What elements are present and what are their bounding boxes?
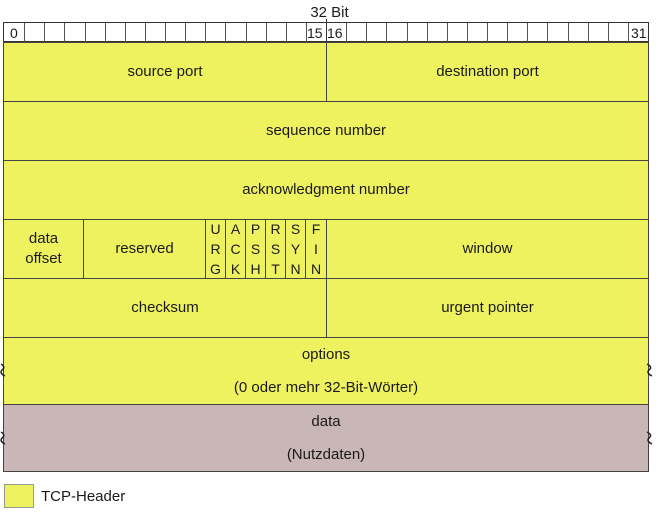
bit-tick xyxy=(145,23,146,42)
syn-flag: S Y N xyxy=(285,219,306,279)
urg-flag: U R G xyxy=(205,219,226,279)
window-label: window xyxy=(462,240,513,257)
data-label: data xyxy=(311,412,341,430)
urg-letter-3: G xyxy=(210,261,221,277)
bit-tick xyxy=(386,23,387,42)
ack-letter-1: A xyxy=(230,221,241,237)
sequence-number-label: sequence number xyxy=(265,122,387,139)
rst-letter-3: T xyxy=(271,261,280,277)
bit-number-15: 15 xyxy=(307,25,323,41)
bit-tick xyxy=(608,23,609,42)
break-marker-options-right xyxy=(646,363,653,377)
checksum-label: checksum xyxy=(131,299,199,316)
rst-letter-1: R xyxy=(270,221,281,237)
bit-tick xyxy=(507,23,508,42)
bit-tick xyxy=(427,23,428,42)
bit-tick xyxy=(467,23,468,42)
bit-ruler: 0 15 16 31 xyxy=(3,19,649,42)
bit-tick xyxy=(286,23,287,42)
break-marker-data-right xyxy=(646,431,653,445)
bit-tick xyxy=(346,23,347,42)
bit-tick xyxy=(407,23,408,42)
diagram-title: 32 Bit xyxy=(310,4,349,21)
rst-letter-2: S xyxy=(270,241,281,257)
psh-letter-1: P xyxy=(250,221,261,237)
fin-letter-3: N xyxy=(310,261,322,277)
psh-letter-2: S xyxy=(250,241,261,257)
bit-tick xyxy=(205,23,206,42)
bit-tick xyxy=(366,23,367,42)
bit-number-16: 16 xyxy=(327,25,343,41)
bit-tick xyxy=(24,23,25,42)
bit-tick xyxy=(165,23,166,42)
urg-letter-2: R xyxy=(210,241,221,257)
bit-tick xyxy=(588,23,589,42)
data-offset-field: data offset xyxy=(3,219,84,279)
rst-flag: R S T xyxy=(265,219,286,279)
source-port-field: source port xyxy=(3,42,327,102)
bit-tick xyxy=(44,23,45,42)
bit-tick xyxy=(306,23,307,42)
ack-flag: A C K xyxy=(225,219,246,279)
urgent-pointer-field: urgent pointer xyxy=(326,278,649,338)
bit-tick xyxy=(527,23,528,42)
legend-swatch xyxy=(4,484,34,508)
bit-tick xyxy=(125,23,126,42)
bit-number-0: 0 xyxy=(10,25,18,41)
psh-letter-3: H xyxy=(250,261,261,277)
data-offset-label-line1: data xyxy=(28,230,59,247)
bit-tick xyxy=(225,23,226,42)
fin-letter-1: F xyxy=(311,221,321,237)
bit-tick xyxy=(266,23,267,42)
bit-tick xyxy=(487,23,488,42)
bit-tick xyxy=(185,23,186,42)
bit-tick xyxy=(547,23,548,42)
reserved-label: reserved xyxy=(115,240,174,257)
acknowledgment-number-field: acknowledgment number xyxy=(3,160,649,220)
checksum-field: checksum xyxy=(3,278,327,338)
window-field: window xyxy=(326,219,649,279)
reserved-field: reserved xyxy=(83,219,206,279)
psh-flag: P S H xyxy=(245,219,266,279)
syn-letter-3: N xyxy=(290,261,301,277)
options-label: options xyxy=(301,345,351,363)
bit-tick xyxy=(85,23,86,42)
destination-port-field: destination port xyxy=(326,42,649,102)
destination-port-label: destination port xyxy=(436,63,539,80)
ack-letter-3: K xyxy=(230,261,241,277)
bit-number-31: 31 xyxy=(631,25,647,41)
data-offset-label-line2: offset xyxy=(25,250,62,267)
syn-letter-1: S xyxy=(290,221,301,237)
bit-tick xyxy=(447,23,448,42)
bit-tick xyxy=(568,23,569,42)
bit-tick xyxy=(64,23,65,42)
ack-letter-2: C xyxy=(230,241,241,257)
syn-letter-2: Y xyxy=(290,241,301,257)
break-marker-data-left xyxy=(0,431,6,445)
bit-tick xyxy=(628,23,629,42)
options-field: options (0 oder mehr 32-Bit-Wörter) xyxy=(3,337,649,405)
source-port-label: source port xyxy=(127,63,203,80)
bit-tick xyxy=(326,19,327,42)
options-note: (0 oder mehr 32-Bit-Wörter) xyxy=(233,378,419,396)
urg-letter-1: U xyxy=(210,221,221,237)
acknowledgment-number-label: acknowledgment number xyxy=(242,181,410,198)
sequence-number-field: sequence number xyxy=(3,101,649,161)
break-marker-options-left xyxy=(0,363,6,377)
fin-letter-2: I xyxy=(314,241,318,257)
urgent-pointer-label: urgent pointer xyxy=(441,299,534,316)
legend-label: TCP-Header xyxy=(41,488,126,505)
fin-flag: F I N xyxy=(305,219,327,279)
data-note: (Nutzdaten) xyxy=(286,445,366,463)
bit-tick xyxy=(105,23,106,42)
data-field: data (Nutzdaten) xyxy=(3,404,649,472)
bit-tick xyxy=(246,23,247,42)
